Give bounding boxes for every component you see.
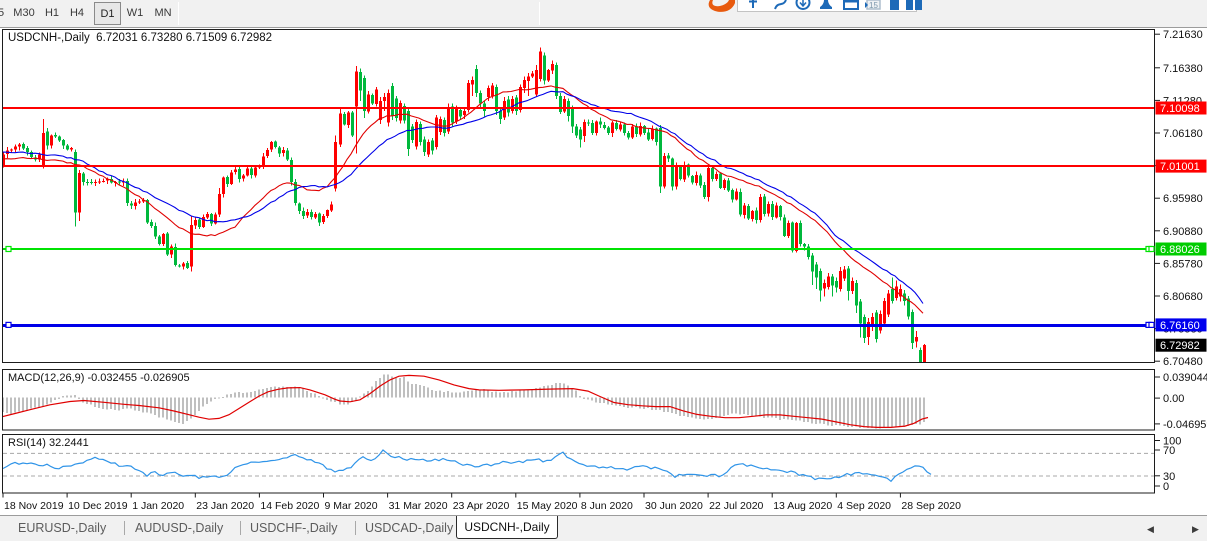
svg-text:28 Sep 2020: 28 Sep 2020 [901, 500, 961, 512]
svg-text:70: 70 [1163, 445, 1175, 457]
svg-text:MACD(12,26,9) -0.032455 -0.026: MACD(12,26,9) -0.032455 -0.026905 [8, 372, 190, 384]
svg-text:10 Dec 2019: 10 Dec 2019 [68, 500, 128, 512]
svg-text:23 Jan 2020: 23 Jan 2020 [196, 500, 254, 512]
svg-text:0.00: 0.00 [1163, 393, 1184, 405]
svg-text:6.95980: 6.95980 [1163, 193, 1203, 205]
svg-text:23 Apr 2020: 23 Apr 2020 [453, 500, 510, 512]
svg-text:15 May 2020: 15 May 2020 [517, 500, 578, 512]
svg-text:30: 30 [1163, 471, 1175, 483]
svg-text:0.039044: 0.039044 [1163, 372, 1207, 384]
svg-text:18 Nov 2019: 18 Nov 2019 [4, 500, 64, 512]
svg-text:30 Jun 2020: 30 Jun 2020 [645, 500, 703, 512]
svg-text:7.06180: 7.06180 [1163, 128, 1203, 140]
svg-text:6.85780: 6.85780 [1163, 258, 1203, 270]
svg-text:8 Jun 2020: 8 Jun 2020 [581, 500, 633, 512]
svg-text:13 Aug 2020: 13 Aug 2020 [773, 500, 832, 512]
svg-text:14 Feb 2020: 14 Feb 2020 [260, 500, 319, 512]
svg-text:7.21630: 7.21630 [1163, 29, 1203, 41]
svg-text:22 Jul 2020: 22 Jul 2020 [709, 500, 763, 512]
svg-text:6.80680: 6.80680 [1163, 291, 1203, 303]
svg-text:-0.046959: -0.046959 [1163, 419, 1207, 431]
svg-text:4 Sep 2020: 4 Sep 2020 [837, 500, 891, 512]
svg-text:6.88026: 6.88026 [1160, 244, 1200, 256]
svg-text:USDCNH-,Daily 6.72031 6.73280: USDCNH-,Daily 6.72031 6.73280 6.71509 6.… [8, 32, 272, 44]
svg-text:7.16380: 7.16380 [1163, 63, 1203, 75]
svg-text:9 Mar 2020: 9 Mar 2020 [325, 500, 378, 512]
svg-text:31 Mar 2020: 31 Mar 2020 [389, 500, 448, 512]
svg-text:6.70480: 6.70480 [1163, 356, 1203, 368]
svg-text:RSI(14) 32.2441: RSI(14) 32.2441 [8, 437, 89, 449]
svg-text:1 Jan 2020: 1 Jan 2020 [132, 500, 184, 512]
svg-text:0: 0 [1163, 481, 1169, 493]
svg-text:6.90880: 6.90880 [1163, 226, 1203, 238]
svg-text:100: 100 [1163, 436, 1181, 448]
svg-text:7.10098: 7.10098 [1160, 103, 1200, 115]
svg-text:6.72982: 6.72982 [1160, 340, 1200, 352]
svg-text:6.76160: 6.76160 [1160, 320, 1200, 332]
svg-text:7.01001: 7.01001 [1160, 161, 1200, 173]
svg-text:15: 15 [869, 1, 878, 10]
